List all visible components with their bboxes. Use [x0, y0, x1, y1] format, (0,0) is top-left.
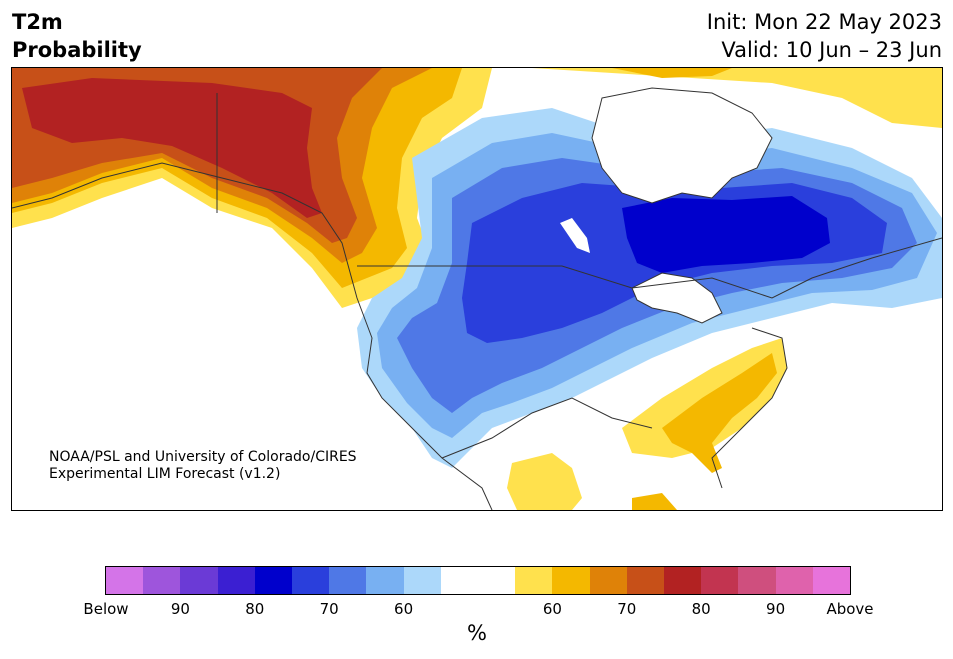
colorbar — [105, 566, 851, 595]
colorbar-segment — [403, 567, 441, 594]
title-line-2: Probability — [12, 38, 142, 62]
above-60-mexico — [507, 453, 582, 510]
title-line-1: T2m — [12, 10, 63, 34]
init-date: Init: Mon 22 May 2023 — [706, 10, 942, 34]
colorbar-segment — [180, 567, 218, 594]
colorbar-tick-label: 70 — [319, 600, 339, 618]
map-borders — [12, 93, 942, 510]
lake-winnipeg — [560, 218, 590, 253]
colorbar-segment — [478, 567, 516, 594]
colorbar-segment — [515, 567, 553, 594]
credit-text: NOAA/PSL and University of Colorado/CIRE… — [49, 449, 357, 483]
colorbar-tick-label: Above — [826, 600, 874, 618]
colorbar-segment — [738, 567, 776, 594]
colorbar-segment — [106, 567, 144, 594]
credit-line-2: Experimental LIM Forecast (v1.2) — [49, 466, 281, 482]
colorbar-segment — [552, 567, 590, 594]
colorbar-tick-label: 90 — [170, 600, 190, 618]
colorbar-tick-label: 80 — [245, 600, 265, 618]
map-canvas — [12, 68, 942, 510]
colorbar-segment — [589, 567, 627, 594]
above-60-north — [532, 68, 942, 128]
chart-title: T2m Probability — [12, 8, 142, 64]
above-70-north — [612, 68, 732, 78]
colorbar-segment — [329, 567, 367, 594]
below-max-hudson — [622, 196, 830, 273]
colorbar-segment — [812, 567, 851, 594]
colorbar-segment — [664, 567, 702, 594]
forecast-dates: Init: Mon 22 May 2023 Valid: 10 Jun – 23… — [707, 8, 942, 64]
colorbar-segment — [366, 567, 404, 594]
colorbar-segment — [440, 567, 479, 594]
probability-map — [11, 67, 943, 511]
credit-line-1: NOAA/PSL and University of Colorado/CIRE… — [49, 449, 357, 465]
above-70-cuba — [632, 493, 677, 510]
colorbar-tick-label: 70 — [617, 600, 637, 618]
valid-period: Valid: 10 Jun – 23 Jun — [721, 38, 942, 62]
colorbar-labels: Below 90 80 70 60 60 70 80 90 Above — [0, 600, 953, 620]
colorbar-segment — [775, 567, 813, 594]
colorbar-segment — [701, 567, 739, 594]
above-70-southeast — [662, 353, 777, 473]
colorbar-tick-label: 60 — [542, 600, 562, 618]
colorbar-segment — [292, 567, 330, 594]
colorbar-tick-label: 80 — [691, 600, 711, 618]
hudson-bay — [591, 87, 773, 204]
colorbar-tick-label: Below — [83, 600, 129, 618]
colorbar-segment — [626, 567, 665, 594]
colorbar-tick-label: 90 — [766, 600, 786, 618]
colorbar-segment — [217, 567, 255, 594]
colorbar-tick-label: 60 — [394, 600, 414, 618]
colorbar-unit: % — [467, 621, 487, 645]
colorbar-segment — [254, 567, 293, 594]
above-max-alaska — [22, 78, 322, 218]
colorbar-segment — [143, 567, 181, 594]
